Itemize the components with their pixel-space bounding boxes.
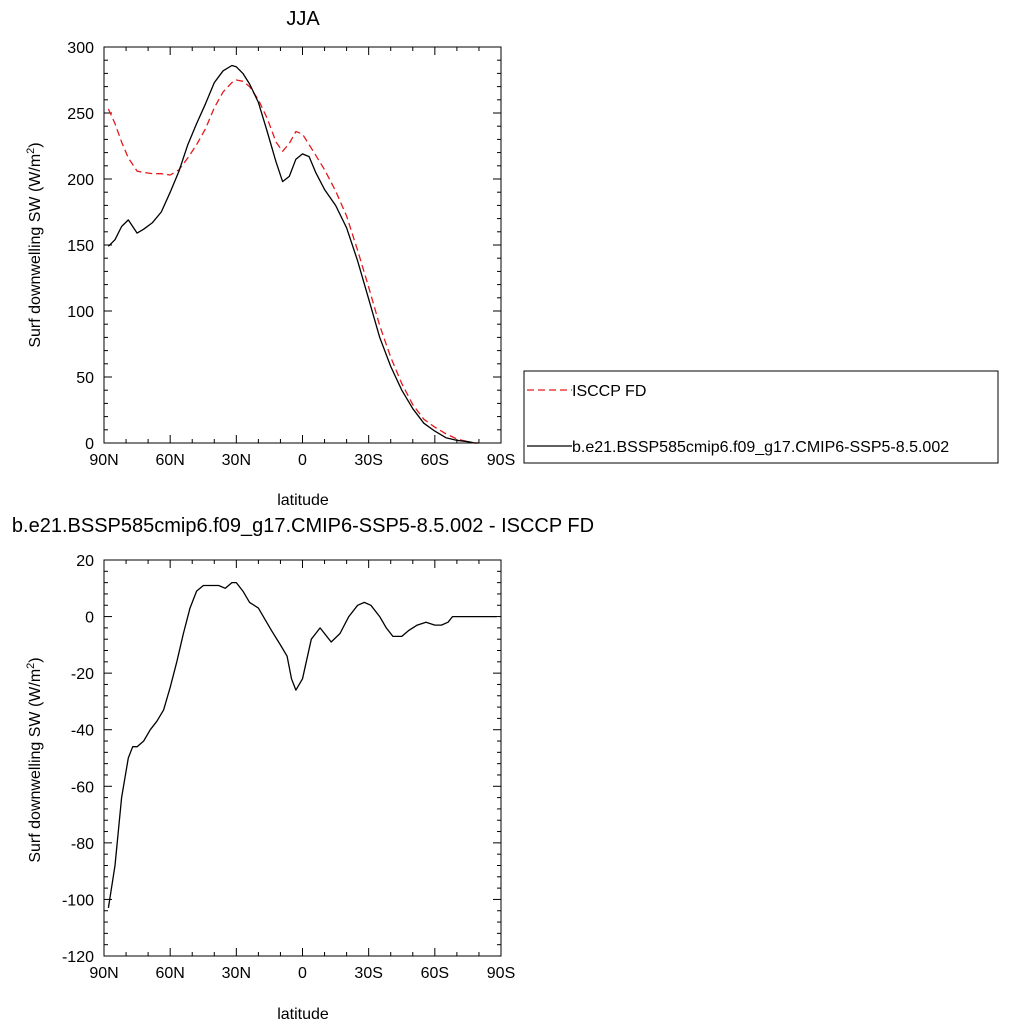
top-chart: JJA 90N 60N 30N 0 30S 60S 90S 0 50 100 150 200 250 30…	[25, 8, 515, 509]
x-tick-label: 0	[298, 452, 307, 469]
bottom-chart: b.e21.BSSP585cmip6.f09_g17.CMIP6-SSP5-8.…	[12, 515, 594, 1023]
top-chart-xlabel: latitude	[277, 492, 329, 509]
x-tick-label: 0	[298, 965, 307, 982]
legend-label-model: b.e21.BSSP585cmip6.f09_g17.CMIP6-SSP5-8.…	[572, 439, 949, 456]
x-tick-label: 30N	[222, 452, 251, 469]
x-tick-label: 90N	[89, 452, 118, 469]
x-tick-label: 30S	[354, 965, 382, 982]
top-chart-ylabel: Surf downwelling SW (W/m2)	[25, 142, 44, 347]
legend-label-isccp: ISCCP FD	[572, 383, 646, 400]
y-tick-label: 150	[67, 238, 94, 255]
x-tick-label: 60S	[421, 452, 449, 469]
x-tick-label: 30S	[354, 452, 382, 469]
y-tick-label: 0	[85, 436, 94, 453]
bottom-chart-axes: 90N 60N 30N 0 30S 60S 90S -120 -100 -80 -60 -40 -20 0…	[62, 553, 515, 982]
y-tick-label: -20	[71, 666, 94, 683]
y-tick-label: -80	[71, 836, 94, 853]
y-tick-label: -40	[71, 723, 94, 740]
y-tick-label: 200	[67, 172, 94, 189]
y-tick-label: -100	[62, 892, 94, 909]
plot-frame	[103, 559, 502, 957]
y-tick-label: 0	[85, 610, 94, 627]
series-line-1	[107, 64, 479, 444]
bottom-chart-title: b.e21.BSSP585cmip6.f09_g17.CMIP6-SSP5-8.…	[12, 515, 594, 537]
legend: ISCCP FD b.e21.BSSP585cmip6.f09_g17.CMIP…	[523, 370, 999, 464]
x-tick-label: 30N	[222, 965, 251, 982]
x-tick-label: 60N	[155, 452, 184, 469]
x-tick-label: 90N	[89, 965, 118, 982]
series-line-0	[107, 79, 479, 444]
y-tick-label: 100	[67, 304, 94, 321]
x-tick-label: 90S	[487, 452, 515, 469]
y-tick-label: 20	[76, 553, 94, 570]
bottom-chart-xlabel: latitude	[277, 1006, 329, 1023]
series-line-0	[107, 581, 497, 908]
y-tick-label: 300	[67, 40, 94, 57]
top-chart-axes: 90N 60N 30N 0 30S 60S 90S 0 50 100 150 200 250 300	[67, 40, 515, 469]
y-tick-label: 250	[67, 106, 94, 123]
x-tick-label: 60S	[421, 965, 449, 982]
top-chart-title: JJA	[286, 8, 320, 30]
y-tick-label: -120	[62, 949, 94, 966]
legend-box	[523, 370, 999, 464]
plot-frame	[103, 46, 502, 444]
bottom-chart-ylabel: Surf downwelling SW (W/m2)	[25, 657, 44, 862]
x-tick-label: 90S	[487, 965, 515, 982]
x-tick-label: 60N	[155, 965, 184, 982]
y-tick-label: 50	[76, 370, 94, 387]
top-chart-lines	[107, 64, 479, 444]
y-tick-label: -60	[71, 779, 94, 796]
bottom-chart-lines	[107, 581, 497, 908]
